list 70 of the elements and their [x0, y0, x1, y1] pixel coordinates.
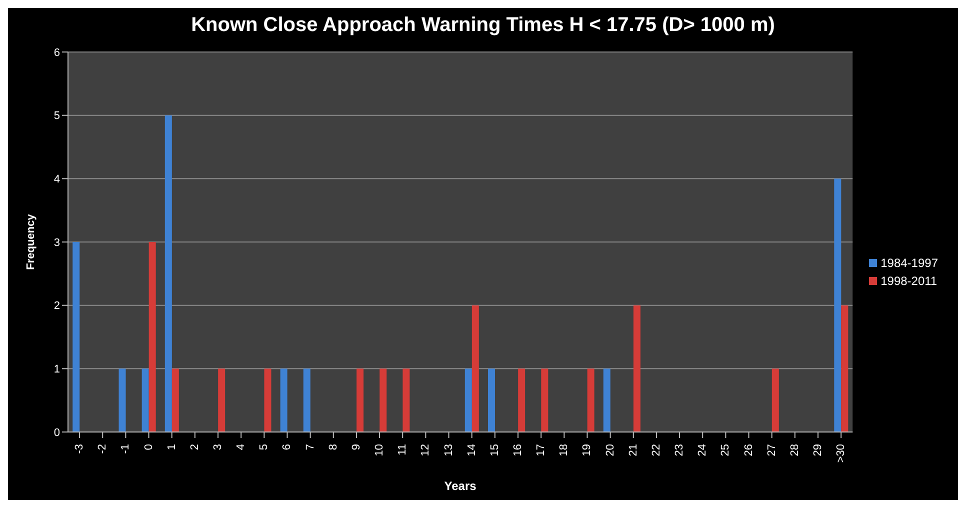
bar — [356, 368, 364, 432]
bar — [280, 368, 288, 432]
x-tick-label: 19 — [581, 444, 594, 456]
bar — [834, 178, 842, 432]
bar — [218, 368, 226, 432]
y-tick-label: 3 — [54, 236, 60, 249]
x-axis-title: Years — [444, 479, 477, 493]
x-tick-label: 12 — [420, 444, 432, 456]
x-tick-label: 2 — [188, 444, 201, 450]
x-tick-label: 9 — [350, 444, 362, 450]
bar — [172, 368, 179, 432]
bar — [148, 242, 156, 432]
y-axis-title: Frequency — [24, 213, 37, 270]
x-tick-label: 20 — [604, 444, 616, 456]
legend-label: 1998-2011 — [880, 274, 938, 288]
bar — [264, 368, 272, 432]
x-tick-label: 15 — [488, 444, 501, 456]
x-tick-label: 3 — [212, 444, 224, 450]
x-tick-label: 11 — [396, 444, 409, 456]
x-tick-label: 24 — [696, 444, 709, 456]
y-tick-label: 2 — [54, 300, 60, 312]
x-tick-label: 17 — [535, 444, 548, 456]
x-tick-label: 16 — [512, 444, 524, 456]
bar — [772, 368, 779, 432]
x-tick-label: 10 — [374, 444, 386, 456]
bar — [380, 368, 387, 432]
bar — [142, 368, 149, 432]
x-tick-label: 8 — [327, 444, 340, 450]
x-tick-label: 13 — [442, 444, 455, 456]
bar — [164, 115, 172, 432]
x-tick-label: 5 — [258, 444, 270, 450]
x-tick-label: 26 — [742, 444, 755, 456]
x-tick-label: 14 — [466, 444, 478, 456]
x-tick-label: 18 — [558, 444, 570, 456]
bar — [633, 305, 640, 432]
bar — [587, 368, 594, 432]
y-tick-label: 6 — [54, 46, 60, 59]
legend-label: 1984-1997 — [880, 256, 938, 270]
x-tick-label: 21 — [627, 444, 640, 456]
x-tick-label: 0 — [142, 444, 155, 450]
x-tick-label: -1 — [120, 444, 132, 454]
x-tick-label: 25 — [720, 444, 732, 456]
x-tick-label: 4 — [235, 444, 248, 450]
bar — [472, 305, 479, 432]
x-tick-label: 29 — [812, 444, 824, 456]
chart-title: Known Close Approach Warning Times H < 17.75 (D> 1000 m) — [190, 13, 776, 38]
x-tick-label: 7 — [304, 444, 316, 450]
x-tick-label: >30 — [835, 444, 848, 463]
x-tick-label: 23 — [674, 444, 686, 456]
x-tick-label: 28 — [788, 444, 801, 456]
bar — [402, 368, 410, 432]
bar — [841, 305, 848, 432]
x-tick-label: -2 — [96, 444, 109, 454]
x-tick-label: 27 — [766, 444, 778, 456]
bar — [518, 368, 526, 432]
x-tick-label: -3 — [74, 444, 86, 454]
x-tick-label: 6 — [281, 444, 294, 450]
bar — [464, 368, 472, 432]
y-tick-label: 0 — [54, 426, 60, 439]
bar — [303, 368, 310, 432]
y-tick-label: 1 — [54, 364, 60, 376]
x-tick-label: 1 — [166, 444, 178, 450]
bar — [603, 368, 610, 432]
bar — [488, 368, 495, 432]
x-tick-label: 22 — [650, 444, 662, 456]
bar — [541, 368, 548, 432]
bar — [118, 368, 126, 432]
bar — [72, 242, 80, 432]
y-tick-label: 4 — [54, 174, 60, 186]
y-tick-label: 5 — [54, 110, 60, 122]
